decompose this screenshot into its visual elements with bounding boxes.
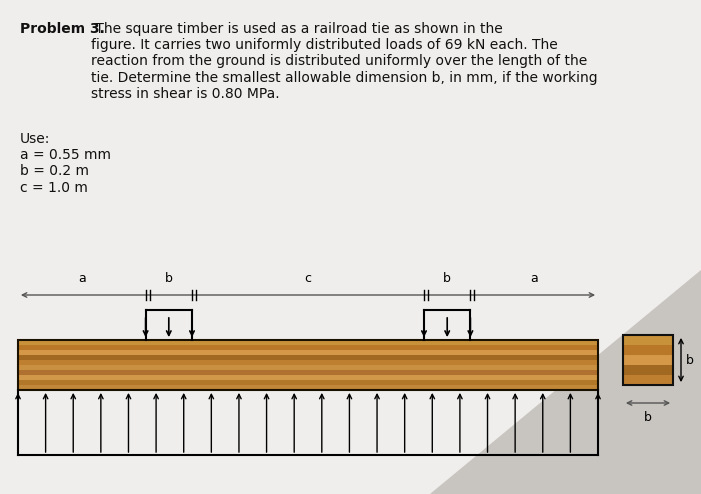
Bar bbox=[18, 375, 598, 380]
Bar bbox=[18, 365, 598, 370]
Bar bbox=[18, 340, 598, 390]
Text: Use:
a = 0.55 mm
b = 0.2 m
c = 1.0 m: Use: a = 0.55 mm b = 0.2 m c = 1.0 m bbox=[20, 132, 111, 195]
Bar bbox=[18, 380, 598, 385]
Bar bbox=[623, 335, 673, 385]
Bar bbox=[18, 370, 598, 375]
Bar bbox=[18, 350, 598, 355]
Bar bbox=[623, 345, 673, 355]
Text: b: b bbox=[686, 354, 694, 367]
Bar bbox=[623, 335, 673, 345]
Bar bbox=[18, 355, 598, 360]
Bar bbox=[18, 340, 598, 345]
Text: b: b bbox=[644, 411, 652, 424]
Text: a: a bbox=[78, 272, 86, 285]
Bar bbox=[623, 375, 673, 385]
Text: c: c bbox=[304, 272, 311, 285]
Text: a: a bbox=[531, 272, 538, 285]
Bar bbox=[623, 365, 673, 375]
Text: Problem 3.: Problem 3. bbox=[20, 22, 105, 36]
Text: b: b bbox=[165, 272, 172, 285]
Bar bbox=[18, 360, 598, 365]
Polygon shape bbox=[430, 270, 701, 494]
Text: The square timber is used as a railroad tie as shown in the
figure. It carries t: The square timber is used as a railroad … bbox=[91, 22, 598, 101]
Bar bbox=[18, 385, 598, 390]
Text: b: b bbox=[443, 272, 451, 285]
Bar bbox=[18, 345, 598, 350]
Bar bbox=[623, 355, 673, 365]
